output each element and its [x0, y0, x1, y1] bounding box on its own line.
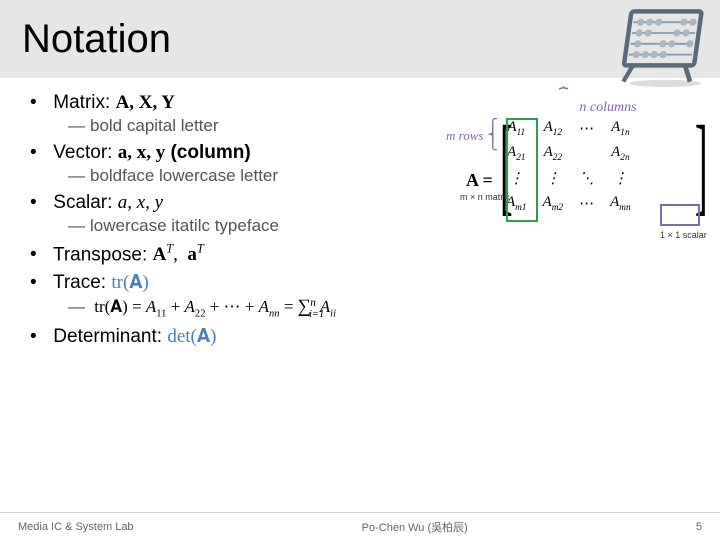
- vector-symbols: a, x, y: [118, 142, 166, 163]
- m-rows-label: m rows: [446, 128, 483, 144]
- abacus-icon: [616, 6, 706, 86]
- det-label: Determinant:: [53, 326, 167, 347]
- title-bar: Notation: [0, 0, 720, 78]
- n-columns-label: n columns: [579, 100, 636, 115]
- matrix-diagram: ⏞︎ n columns m rows ⎧⎨⎩ A = m × n matrix…: [390, 96, 710, 276]
- scalar-label: Scalar:: [53, 192, 117, 213]
- matrix-symbols: A, X, Y: [116, 92, 175, 113]
- cell-mn: Amn: [602, 191, 639, 216]
- cell-22: A22: [535, 141, 572, 166]
- cell-1d: ⋯: [571, 116, 602, 141]
- tf-snn: nn: [269, 309, 280, 320]
- slide: { "title": "Notation", "bullets": { "mat…: [0, 0, 720, 540]
- tf-eq1: =: [128, 297, 146, 316]
- det-symbol: det(𝐀): [167, 326, 216, 347]
- cell-md: ⋯: [571, 191, 602, 216]
- trace-label: Trace:: [53, 272, 111, 293]
- cell-12: A12: [535, 116, 572, 141]
- one-by-one-label: 1 × 1 scalar: [660, 230, 707, 240]
- a-equals: A =: [466, 170, 493, 191]
- vector-label: Vector:: [53, 142, 117, 163]
- scalar-highlight-box: [660, 204, 700, 226]
- tf-p1: +: [166, 297, 184, 316]
- cell-3n: ⋮: [602, 166, 639, 191]
- tf-a22: A: [185, 297, 195, 316]
- scalar-symbols: a, x, y: [118, 192, 163, 213]
- m-rows-brace: m rows ⎧⎨⎩: [446, 124, 498, 148]
- tf-ann: A: [259, 297, 269, 316]
- tf-dots: + ⋯ +: [205, 297, 258, 316]
- vector-extra: (column): [165, 142, 251, 163]
- footer-left: Media IC & System Lab: [18, 521, 134, 533]
- trace-formula: tr(𝐀) = A11 + A22 + ⋯ + Ann = ∑i=1n Aii: [68, 296, 706, 319]
- tf-sii: ii: [330, 309, 336, 320]
- tf-eq2: =: [280, 297, 298, 316]
- cell-1n: A1n: [602, 116, 639, 141]
- slide-title: Notation: [22, 17, 171, 62]
- n-columns-brace: ⏞︎ n columns: [508, 94, 708, 116]
- bullet-trace: Trace: tr(𝐀) tr(𝐀) = A11 + A22 + ⋯ + Ann…: [30, 272, 706, 319]
- transpose-label: Transpose:: [53, 244, 153, 265]
- transpose-symbols: AT, aT: [153, 244, 204, 265]
- tf-a11: A: [146, 297, 156, 316]
- bullet-determinant: Determinant: det(𝐀): [30, 326, 706, 348]
- tf-aii: A: [316, 297, 330, 316]
- cell-m2: Am2: [535, 191, 572, 216]
- footer: Media IC & System Lab Po-Chen Wu (吳柏辰) 5: [0, 512, 720, 540]
- trace-symbol: tr(𝐀): [111, 272, 149, 293]
- matrix-label: Matrix:: [53, 92, 115, 113]
- tf-s22: 22: [195, 309, 206, 320]
- tf-s11: 11: [156, 309, 166, 320]
- cell-3d: ⋱: [571, 166, 602, 191]
- right-bracket: ]: [695, 114, 708, 214]
- footer-center: Po-Chen Wu (吳柏辰): [362, 519, 468, 535]
- cell-2n: A2n: [602, 141, 639, 166]
- footer-page-number: 5: [696, 521, 702, 533]
- tf-lhs: tr(𝐀): [94, 297, 128, 316]
- cell-2d: [571, 141, 602, 166]
- a-eq-text: A =: [466, 170, 493, 190]
- column-highlight-box: [506, 118, 538, 222]
- cell-32: ⋮: [535, 166, 572, 191]
